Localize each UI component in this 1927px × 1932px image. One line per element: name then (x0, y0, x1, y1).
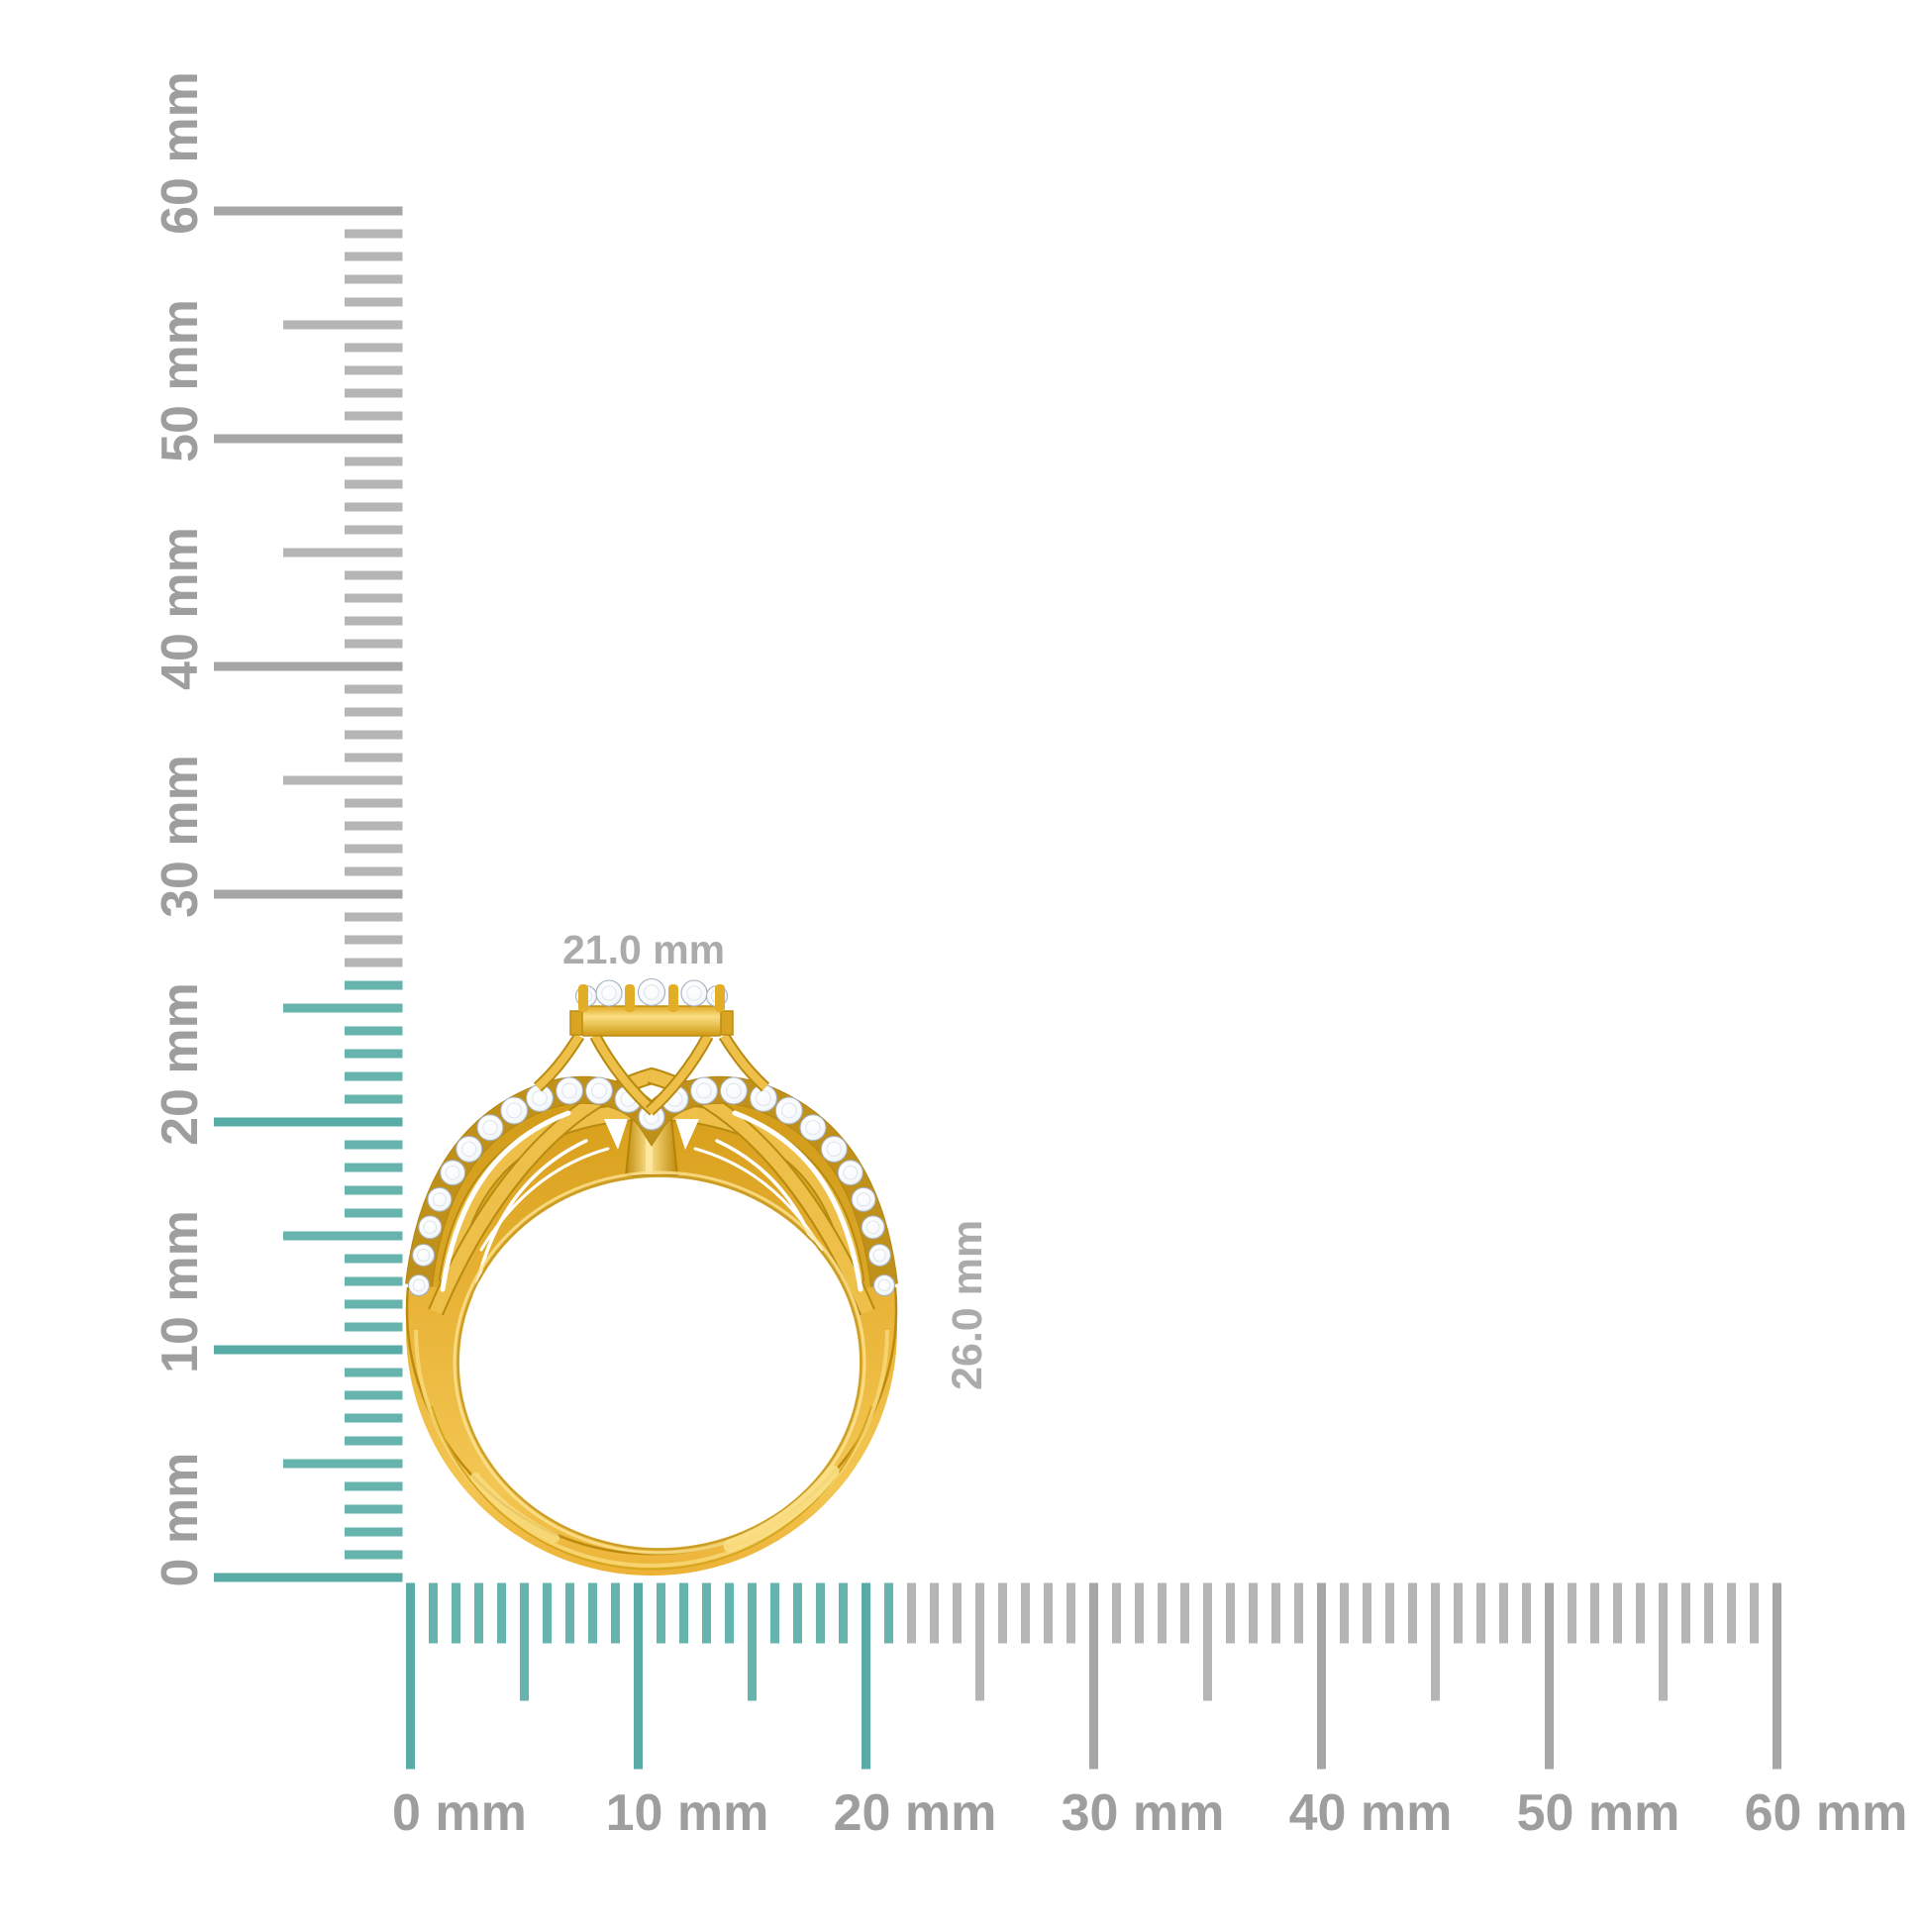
svg-text:20 mm: 20 mm (152, 982, 209, 1146)
svg-text:10 mm: 10 mm (152, 1210, 209, 1373)
svg-text:50 mm: 50 mm (1517, 1784, 1680, 1842)
svg-text:30 mm: 30 mm (1062, 1784, 1225, 1842)
svg-text:60 mm: 60 mm (1745, 1784, 1908, 1842)
svg-text:26.0 mm: 26.0 mm (944, 1220, 991, 1390)
svg-text:60 mm: 60 mm (152, 71, 209, 235)
svg-text:0 mm: 0 mm (392, 1784, 527, 1842)
svg-text:20 mm: 20 mm (834, 1784, 997, 1842)
svg-text:40 mm: 40 mm (152, 527, 209, 690)
svg-text:10 mm: 10 mm (606, 1784, 769, 1842)
svg-text:30 mm: 30 mm (152, 755, 209, 918)
svg-text:50 mm: 50 mm (152, 299, 209, 462)
svg-text:21.0 mm: 21.0 mm (562, 927, 725, 972)
svg-text:0 mm: 0 mm (152, 1453, 209, 1587)
svg-text:40 mm: 40 mm (1289, 1784, 1453, 1842)
